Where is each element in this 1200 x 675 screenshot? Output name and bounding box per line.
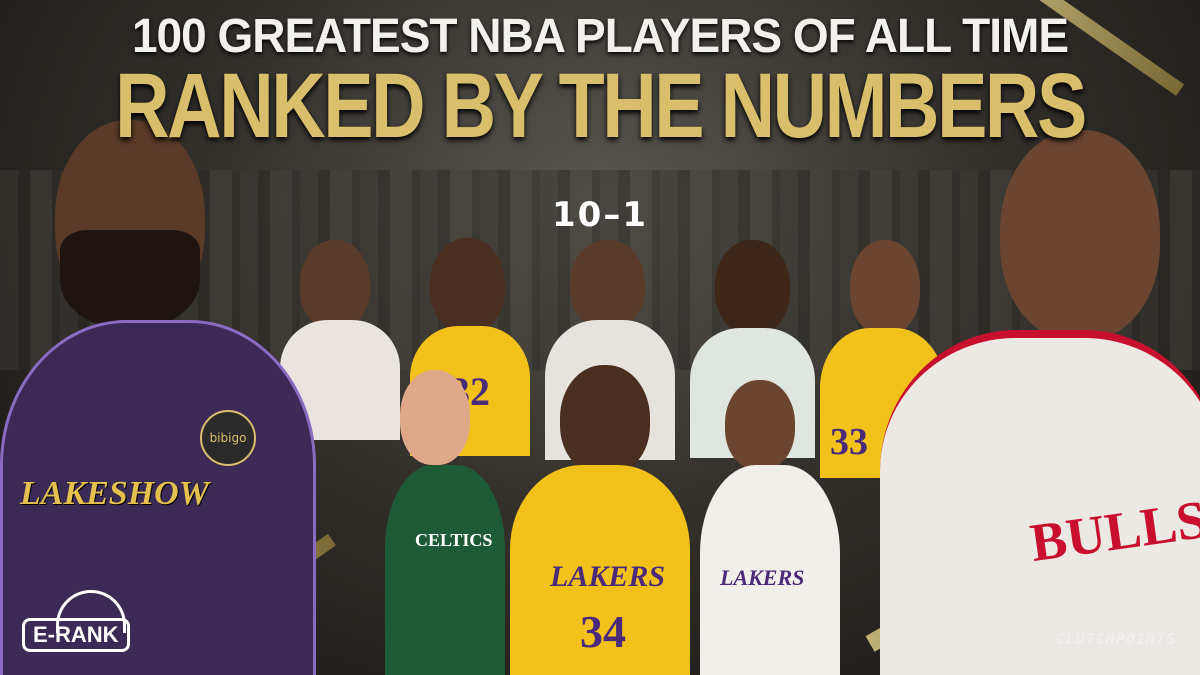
title-line-1: 100 GREATEST NBA PLAYERS OF ALL TIME [131,7,1069,63]
clutchpoints-logo: CLUTCHPOINTS [1055,630,1176,648]
title-line-2: RANKED BY THE NUMBERS [115,55,1087,157]
erank-logo: E-RANK [22,590,130,652]
basketball-icon [56,590,126,633]
sponsor-patch: bibigo [200,410,256,466]
rank-range: 10–1 [552,195,648,235]
